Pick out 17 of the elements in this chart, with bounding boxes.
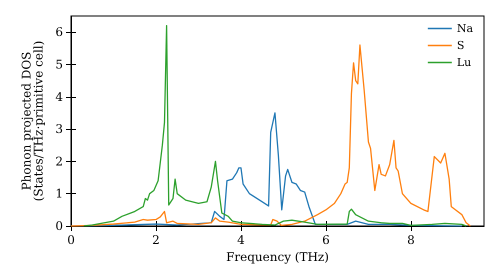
- y-tick-label: 2: [55, 154, 63, 168]
- y-tick-label: 1: [55, 186, 63, 201]
- y-tick-label: 0: [55, 219, 63, 233]
- legend-label: S: [456, 39, 464, 52]
- x-tick-label: 4: [237, 233, 246, 247]
- y-tick-label: 4: [55, 90, 64, 104]
- y-axis-title: Phonon projected DOS (States/THz·primitive cell): [19, 40, 46, 202]
- x-tick-label: 6: [322, 233, 330, 247]
- x-tick-label: 2: [152, 233, 160, 247]
- x-axis-title: Frequency (THz): [226, 250, 329, 264]
- y-tick-label: 5: [55, 57, 63, 72]
- legend-label: Na: [456, 22, 474, 35]
- y-tick-label: 6: [55, 25, 63, 40]
- y-tick-label: 3: [55, 122, 63, 136]
- x-tick-label: 8: [407, 233, 415, 247]
- x-tick-label: 0: [67, 233, 75, 247]
- legend-label: Lu: [456, 56, 472, 69]
